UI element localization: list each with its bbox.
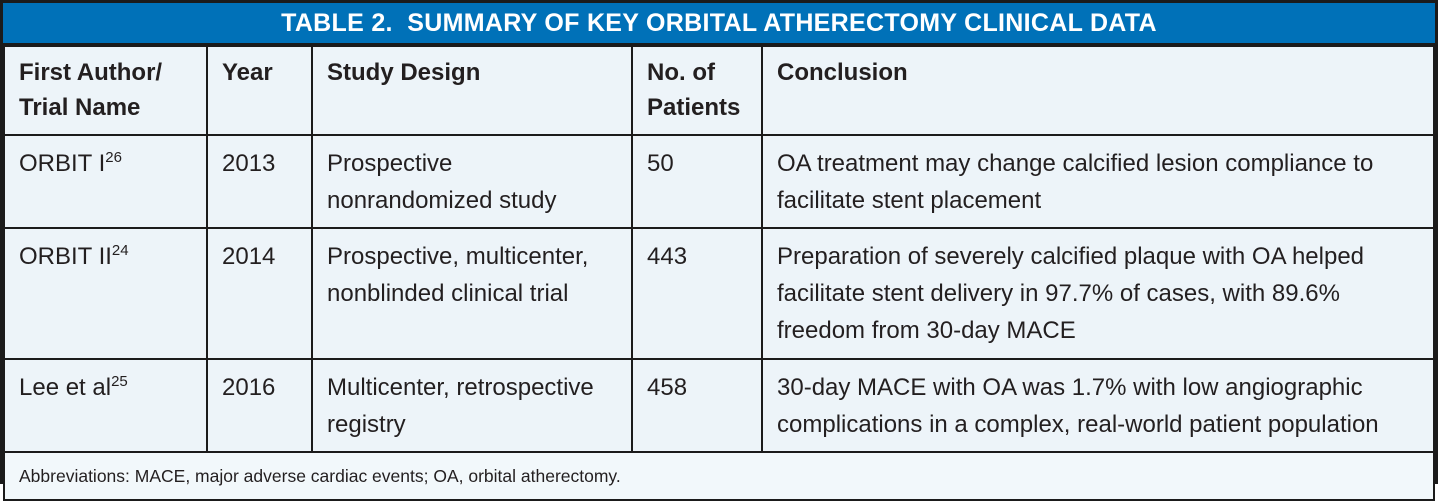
cell-patients: 50 [631, 133, 763, 229]
cell-study-design: Prospective, multicenter, nonblinded cli… [311, 226, 633, 360]
column-header-conclusion: Conclusion [761, 45, 1435, 136]
cell-conclusion: OA treatment may change calcified lesion… [761, 133, 1435, 229]
cell-patients: 443 [631, 226, 763, 360]
abbreviations-footnote: Abbreviations: MACE, major adverse cardi… [3, 450, 1435, 501]
cell-author: Lee et al25 [3, 357, 208, 453]
table-row: ORBIT II24 2014 Prospective, multicenter… [3, 226, 1435, 360]
summary-table: First Author/ Trial Name Year Study Desi… [3, 45, 1435, 501]
cell-author: ORBIT I26 [3, 133, 208, 229]
cell-year: 2013 [206, 133, 313, 229]
column-header-year: Year [206, 45, 313, 136]
cell-year: 2014 [206, 226, 313, 360]
footnote-row: Abbreviations: MACE, major adverse cardi… [3, 450, 1435, 501]
table-row: Lee et al25 2016 Multicenter, retrospect… [3, 357, 1435, 453]
table-row: ORBIT I26 2013 Prospective nonrandomized… [3, 133, 1435, 229]
column-header-patients: No. of Patients [631, 45, 763, 136]
trial-name: Lee et al [19, 373, 112, 401]
column-header-study-design: Study Design [311, 45, 633, 136]
cell-author: ORBIT II24 [3, 226, 208, 360]
trial-name: ORBIT I [19, 149, 106, 177]
cell-study-design: Multicenter, retrospective registry [311, 357, 633, 453]
table-title: TABLE 2. SUMMARY OF KEY ORBITAL ATHERECT… [3, 3, 1435, 45]
trial-name: ORBIT II [19, 242, 112, 270]
cell-patients: 458 [631, 357, 763, 453]
citation-superscript: 25 [111, 372, 128, 390]
citation-superscript: 26 [105, 148, 122, 166]
citation-superscript: 24 [111, 241, 129, 259]
cell-year: 2016 [206, 357, 313, 453]
column-header-row: First Author/ Trial Name Year Study Desi… [3, 45, 1435, 136]
cell-study-design: Prospective nonrandomized study [311, 133, 633, 229]
cell-conclusion: Preparation of severely calcified plaque… [761, 226, 1435, 360]
cell-conclusion: 30-day MACE with OA was 1.7% with low an… [761, 357, 1435, 453]
column-header-first-author: First Author/ Trial Name [3, 45, 208, 136]
